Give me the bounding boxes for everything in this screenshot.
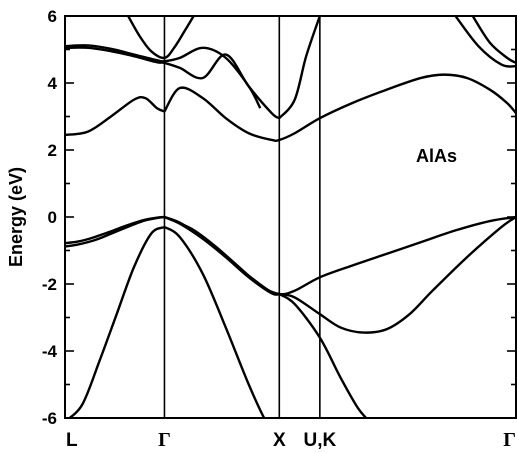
kpoint-label-1: Γ (158, 429, 171, 451)
band-line-1 (65, 215, 165, 245)
band-line-13 (65, 44, 262, 109)
kpoint-label-3: U,K (303, 430, 336, 451)
band-line-7 (67, 225, 165, 418)
band-line-11 (163, 73, 516, 142)
y-tick-label: 0 (48, 208, 57, 227)
band-line-17 (471, 16, 516, 64)
band-line-16 (454, 16, 516, 68)
band-lines (65, 16, 516, 418)
x-axis-labels: L Γ X U,K Γ (66, 429, 516, 451)
y-tick-label: -2 (42, 275, 57, 294)
band-line-3 (164, 215, 280, 296)
y-axis-label: Energy (eV) (6, 167, 26, 267)
band-line-15 (127, 16, 195, 60)
y-tick-label: 2 (48, 141, 57, 160)
band-line-2 (65, 215, 165, 248)
material-annotation: AlAs (416, 146, 457, 166)
kpoint-label-0: L (66, 430, 78, 451)
band-line-6 (279, 215, 516, 334)
band-line-9 (278, 293, 368, 418)
y-tick-label: 4 (48, 74, 58, 93)
kpoint-lines (163, 16, 321, 418)
kpoint-label-2: X (273, 430, 286, 451)
band-line-4 (163, 215, 280, 296)
band-line-8 (163, 225, 266, 418)
band-line-5 (163, 215, 516, 296)
band-line-14 (278, 16, 321, 119)
band-line-10 (65, 95, 165, 137)
y-tick-label: -6 (42, 409, 57, 428)
y-axis-ticks: 6 4 2 0 -2 -4 -6 (42, 7, 516, 428)
plot-frame (64, 15, 517, 419)
y-tick-label: 6 (48, 7, 57, 26)
y-tick-label: -4 (42, 342, 58, 361)
kpoint-label-4: Γ (503, 429, 516, 451)
